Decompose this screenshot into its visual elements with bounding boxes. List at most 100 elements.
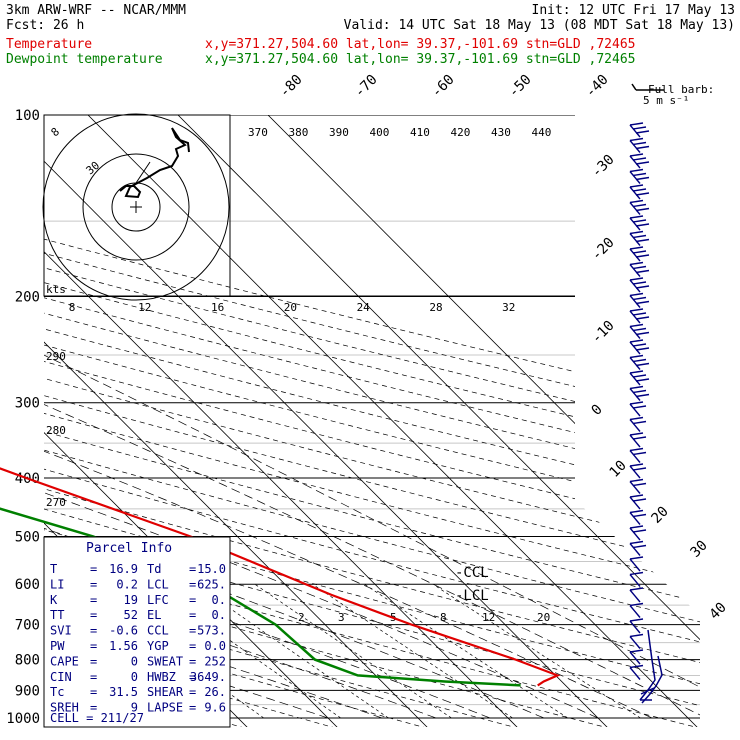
pressure-tick-500: 500 — [15, 529, 40, 545]
wind-barb — [629, 122, 650, 138]
theta-e-label-430: 430 — [491, 126, 511, 139]
wind-barb — [629, 633, 644, 649]
wind-barb — [629, 277, 650, 293]
parcel-info-cell: = — [90, 685, 97, 699]
parcel-info-title: Parcel Info — [86, 541, 172, 556]
wind-barb — [629, 323, 650, 339]
dewpoint-trace — [0, 507, 521, 687]
isotherm-label--60: -60 — [429, 72, 458, 101]
wind-barb — [629, 137, 650, 153]
parcel-info-cell: = — [90, 670, 97, 684]
mixing-ratio-label-20: 20 — [537, 611, 550, 624]
temperature-location: x,y=371.27,504.60 lat,lon= 39.37,-101.69… — [205, 37, 635, 52]
parcel-info-cell: = — [90, 654, 97, 668]
mixing-ratio-label-12: 12 — [482, 611, 495, 624]
wind-barb — [629, 339, 650, 355]
dry-adiabat-420 — [44, 127, 700, 727]
wind-barb — [629, 184, 650, 200]
isotherm-label--70: -70 — [352, 72, 381, 101]
mixing-ratio-20 — [432, 583, 641, 719]
parcel-info-cell: T — [50, 562, 57, 576]
wind-barb — [629, 153, 650, 169]
theta-e-label-370: 370 — [248, 126, 268, 139]
parcel-info-cell: = — [189, 562, 196, 576]
parcel-info-cell: 0 — [131, 654, 138, 668]
hodograph-trace — [119, 127, 190, 199]
wind-barb — [629, 370, 650, 386]
wind-barbs — [629, 122, 650, 680]
isotherm-label--30: -30 — [589, 152, 618, 181]
hodograph-ring-label-30: 30 — [84, 159, 103, 177]
isotherm-label-0: 0 — [589, 402, 606, 419]
parcel-info-cell: 3649. — [190, 670, 226, 684]
wind-barb — [629, 168, 650, 184]
wind-barb — [629, 292, 650, 308]
moist-adiabat--10 — [44, 419, 329, 719]
parcel-info-cell: 19 — [124, 593, 138, 607]
pressure-tick-700: 700 — [15, 618, 40, 634]
wind-units-label: kts — [46, 283, 66, 296]
dewpoint-location: x,y=371.27,504.60 lat,lon= 39.37,-101.69… — [205, 52, 635, 67]
wind-barb — [629, 199, 650, 215]
barb-legend-tick — [631, 83, 637, 91]
parcel-info-cell: PW — [50, 639, 65, 653]
isotherm-0 — [44, 115, 431, 727]
init-time: Init: 12 UTC Fri 17 May 13 — [532, 3, 736, 18]
parcel-info-cell: LAPSE — [147, 701, 183, 715]
parcel-info-rows: T = 16.9 Td = 15.0LI = 0.2 LCL = 625.K = 19 LFC = 0.TT =… — [50, 562, 226, 715]
moist-adiabat-26 — [44, 296, 653, 719]
wind-barb — [629, 649, 644, 665]
parcel-info-cell: 252 — [204, 654, 226, 668]
wind-barb — [629, 509, 647, 525]
wind-barb — [629, 230, 650, 246]
parcel-info-cell: 0.2 — [116, 577, 138, 591]
wind-barb — [629, 416, 647, 432]
parcel-info-cell: CIN — [50, 670, 72, 684]
parcel-info-cell: HWBZ — [147, 670, 176, 684]
parcel-info-frame — [43, 536, 231, 728]
theta-labels: 290 280 270 — [46, 350, 66, 509]
wind-barb — [629, 664, 644, 680]
isotherm-10 — [44, 115, 521, 727]
wind-barb — [629, 401, 647, 417]
isotherm-label--40: -40 — [583, 72, 612, 101]
wind-speed-label-16: 16 — [211, 301, 224, 314]
hodograph-storm-vector — [135, 161, 151, 184]
parcel-info-cell: K — [50, 593, 58, 607]
mixing-ratio-2 — [150, 583, 342, 719]
parcel-info-cell: 15.0 — [197, 562, 226, 576]
dewpoint-legend: Dewpoint temperature — [6, 52, 163, 67]
theta-e-label-400: 400 — [370, 126, 390, 139]
parcel-info-cell: 9.6 — [204, 701, 226, 715]
isotherm-50 — [209, 115, 700, 727]
lcl-annotation: -LCL — [455, 588, 489, 604]
mixing-ratio-3 — [195, 583, 389, 719]
pressure-tick-800: 800 — [15, 653, 40, 669]
valid-time: Valid: 14 UTC Sat 18 May 13 (08 MDT Sat … — [344, 18, 735, 33]
pressure-tick-900: 900 — [15, 683, 40, 699]
parcel-info-cell: 9 — [131, 701, 138, 715]
barb-legend-value: 5 m s⁻¹ — [643, 94, 689, 107]
parcel-info-cell: = — [189, 577, 196, 591]
dry-adiabat-330 — [44, 127, 700, 727]
hodograph-ring-outer — [42, 113, 230, 301]
wind-barb — [629, 494, 647, 510]
parcel-info-cell: SREH — [50, 701, 79, 715]
parcel-info-cell: 16.9 — [109, 562, 138, 576]
parcel-info-cell: = — [189, 670, 196, 684]
parcel-info-cell: Tc — [50, 685, 64, 699]
parcel-info-cell: LCL — [147, 577, 169, 591]
hodograph-ring-label-8: 8 — [49, 125, 62, 139]
temperature-trace — [0, 467, 561, 687]
parcel-info-cell: 31.5 — [109, 685, 138, 699]
dry-adiabat-430 — [44, 127, 700, 727]
theta-e-label-390: 390 — [329, 126, 349, 139]
wind-barb — [629, 618, 644, 634]
parcel-info-cell: CCL — [147, 624, 169, 638]
isotherm-label-10: 10 — [607, 458, 630, 481]
pressure-tick-600: 600 — [15, 577, 40, 593]
parcel-info-cell: = — [90, 639, 97, 653]
wind-speed-label-24: 24 — [357, 301, 371, 314]
mixing-ratio-labels: 2 3 5 8 12 20 — [298, 611, 550, 624]
